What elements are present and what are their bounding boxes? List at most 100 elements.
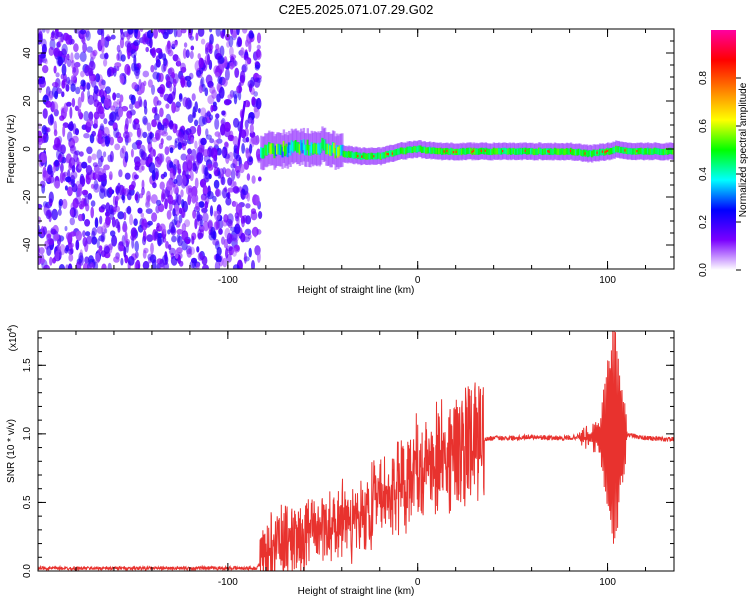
- noise-cell: [100, 138, 107, 147]
- noise-cell: [174, 140, 178, 149]
- noise-cell: [86, 146, 93, 155]
- noise-cell: [169, 247, 176, 256]
- ridge-core: [375, 153, 379, 160]
- noise-cell: [232, 233, 239, 243]
- noise-cell: [208, 173, 212, 180]
- noise-cell: [196, 151, 204, 164]
- ridge-core: [261, 148, 264, 159]
- noise-cell: [126, 205, 132, 215]
- noise-cell: [65, 264, 69, 269]
- noise-cell: [258, 211, 263, 219]
- noise-cell: [63, 55, 68, 65]
- noise-cell: [142, 70, 150, 78]
- noise-cell: [131, 180, 136, 189]
- tick-label: 0: [22, 146, 33, 152]
- ridge-core: [668, 147, 671, 154]
- noise-cell: [163, 261, 169, 269]
- ridge-core: [331, 142, 335, 153]
- noise-cell: [224, 153, 231, 159]
- noise-cell: [228, 234, 234, 242]
- noise-cell: [186, 80, 192, 88]
- noise-cell: [55, 250, 60, 261]
- ridge-core: [559, 148, 562, 156]
- ridge-core: [599, 148, 602, 155]
- noise-cell: [113, 127, 120, 139]
- noise-cell: [123, 246, 127, 258]
- noise-cell: [152, 182, 157, 189]
- noise-cell: [69, 231, 77, 237]
- ridge-core: [483, 148, 486, 155]
- noise-cell: [55, 31, 63, 38]
- noise-cell: [251, 260, 255, 269]
- noise-cell: [49, 256, 53, 266]
- ridge-core: [381, 152, 384, 159]
- ridge-core: [422, 146, 425, 153]
- noise-cell: [99, 106, 105, 115]
- noise-cell: [39, 53, 46, 59]
- ridge-core: [435, 147, 438, 155]
- noise-cell: [38, 136, 44, 146]
- noise-cell: [116, 53, 120, 61]
- noise-cell: [141, 179, 145, 190]
- noise-cell: [228, 246, 234, 256]
- noise-cell: [200, 76, 205, 88]
- noise-cell: [253, 228, 257, 238]
- ridge-core: [403, 147, 407, 154]
- noise-cell: [242, 29, 248, 34]
- noise-cell: [168, 244, 172, 251]
- noise-cell: [209, 205, 214, 217]
- noise-cell: [71, 135, 79, 144]
- noise-cell: [69, 217, 76, 226]
- ridge-core: [288, 142, 291, 153]
- noise-cell: [45, 29, 50, 34]
- noise-cell: [206, 163, 214, 171]
- ridge-core: [278, 144, 282, 155]
- noise-cell: [153, 29, 158, 39]
- noise-cell: [202, 212, 209, 223]
- noise-cell: [58, 264, 65, 269]
- noise-cell: [65, 245, 69, 252]
- ridge-core: [438, 148, 441, 155]
- noise-cell: [101, 79, 106, 86]
- noise-cell: [180, 62, 186, 74]
- noise-cell: [233, 244, 240, 252]
- ridge-core: [475, 148, 478, 155]
- noise-cell: [121, 194, 125, 201]
- noise-cell: [236, 29, 240, 36]
- ridge-core: [394, 149, 397, 156]
- noise-cell: [251, 96, 256, 106]
- noise-cell: [243, 160, 250, 170]
- noise-cell: [189, 155, 195, 162]
- ridge-core: [646, 147, 650, 154]
- noise-cell: [166, 135, 173, 141]
- noise-cell: [203, 220, 209, 232]
- ridge-core: [286, 146, 290, 158]
- noise-cell: [121, 145, 127, 154]
- ridge-core: [448, 148, 452, 155]
- noise-cell: [180, 153, 187, 161]
- snr-scale-base: (x10: [8, 331, 19, 351]
- ridge-core: [401, 147, 404, 154]
- noise-cell: [147, 132, 151, 145]
- noise-cell: [173, 213, 178, 226]
- noise-cell: [119, 75, 125, 84]
- noise-cell: [38, 216, 42, 225]
- noise-cell: [115, 92, 121, 99]
- noise-cell: [124, 40, 132, 48]
- ridge-core: [276, 143, 279, 155]
- noise-cell: [168, 221, 175, 233]
- noise-cell: [240, 47, 245, 59]
- noise-cell: [71, 208, 75, 217]
- ridge-core: [492, 147, 496, 154]
- noise-cell: [45, 230, 52, 239]
- ridge-core: [399, 147, 403, 154]
- noise-cell: [111, 235, 118, 247]
- noise-cell: [57, 245, 62, 253]
- noise-cell: [85, 231, 91, 237]
- colorbar: [711, 30, 736, 270]
- noise-cell: [119, 94, 124, 103]
- noise-cell: [145, 208, 153, 215]
- noise-cell: [96, 238, 100, 249]
- noise-cell: [74, 105, 79, 112]
- noise-cell: [134, 193, 139, 201]
